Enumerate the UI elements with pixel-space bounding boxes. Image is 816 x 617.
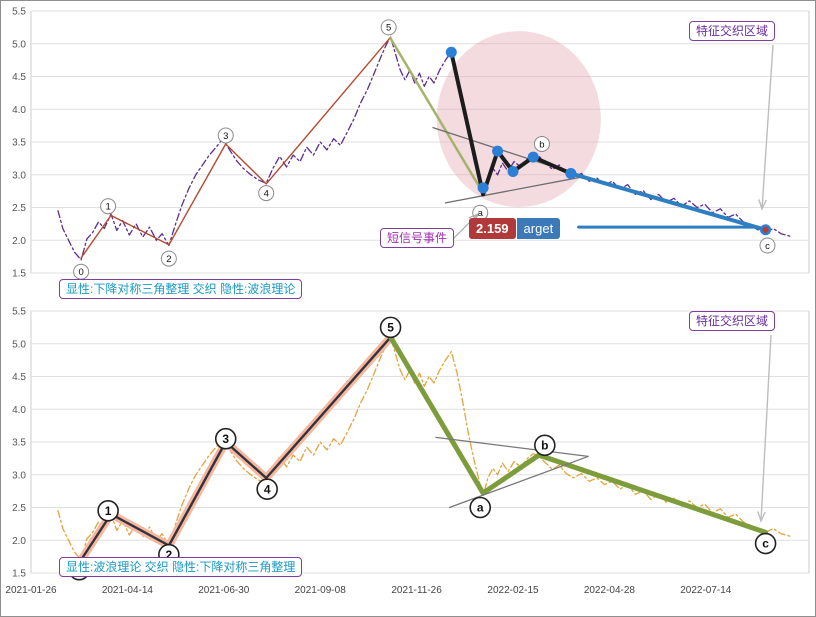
wave-label: 5	[386, 23, 391, 34]
y-tick-label: 1.5	[12, 269, 26, 280]
wave-label: 1	[105, 202, 110, 213]
wave-label: b	[539, 139, 544, 150]
highlight-ellipse	[436, 31, 601, 208]
y-tick-label: 4.5	[12, 372, 26, 383]
series-impulse-0-5	[80, 36, 392, 259]
wave-label: 2	[166, 548, 173, 562]
series-link-5-a	[389, 37, 485, 195]
series-convergence-lower	[448, 455, 589, 509]
target-value-badge: 2.159	[469, 218, 516, 239]
pivot-dot	[492, 145, 504, 157]
wave-label-circle	[97, 499, 119, 522]
wave-label: 3	[223, 131, 228, 142]
wave-label-circle	[100, 198, 117, 215]
x-tick-label: 2021-06-30	[198, 585, 250, 596]
wave-label: c	[765, 241, 770, 252]
mode-label-top: 显性:下降对称三角整理 交织 隐性:波浪理论	[59, 279, 303, 299]
annotation-arrowhead	[758, 199, 767, 211]
wave-label: 4	[264, 482, 271, 496]
target-text-badge: arget	[516, 218, 561, 239]
wave-label-circle	[214, 427, 237, 450]
series-price-dashdot	[57, 336, 792, 561]
wave-label: 1	[105, 504, 112, 518]
y-tick-label: 2.5	[12, 503, 26, 514]
wave-label: 5	[387, 321, 394, 335]
x-tick-label: 2022-02-15	[487, 585, 539, 596]
series-breakout-line	[568, 171, 768, 232]
signal-event-label: 短信号事件	[380, 228, 455, 248]
y-tick-label: 2.0	[12, 536, 26, 547]
y-tick-label: 4.5	[12, 72, 26, 83]
series-triangle-wave	[449, 50, 573, 197]
wave-label: 2	[166, 254, 171, 265]
y-tick-label: 5.0	[12, 39, 26, 50]
mode-label-bottom: 显性:波浪理论 交织 隐性:下降对称三角整理	[59, 557, 303, 577]
series-abc-decline	[388, 334, 769, 535]
series-impulse-core	[79, 336, 392, 562]
y-tick-label: 2.0	[12, 236, 26, 247]
y-tick-label: 4.0	[12, 105, 26, 116]
wave-label: 0	[78, 267, 83, 278]
series-impulse-underlay	[77, 333, 395, 564]
wave-label-circle	[258, 185, 275, 202]
wave-label-circle	[754, 532, 777, 555]
bottom-chart-svg: 1.5 2.0 2.5 3.0 3.5 4.0 4.5 5.0 5.5 2021-01-26 202…	[5, 307, 810, 596]
pivot-dot	[477, 182, 489, 194]
x-tick-label: 2022-04-28	[584, 585, 636, 596]
wave-label-circle	[759, 237, 776, 254]
y-tick-label: 3.5	[12, 138, 26, 149]
target-badges: 2.159 arget	[469, 218, 561, 239]
wave-label-circle	[469, 496, 492, 519]
wave-label: 3	[222, 432, 229, 446]
pivot-dot	[507, 165, 519, 177]
wave-label-circle	[533, 135, 550, 152]
x-tick-label: 2022-07-14	[680, 585, 732, 596]
pivot-dot	[445, 46, 457, 58]
y-tick-label: 3.5	[12, 438, 26, 449]
pivot-dot	[527, 151, 539, 163]
feature-zone-label-top: 特征交织区域	[689, 21, 776, 41]
bottom-chart-panel: 1.5 2.0 2.5 3.0 3.5 4.0 4.5 5.0 5.5 2021-01-26 202…	[1, 301, 815, 616]
wave-label: b	[541, 438, 548, 452]
wave-label-circle	[380, 19, 397, 36]
y-tick-label: 5.5	[12, 307, 26, 318]
top-chart-panel: 1.5 2.0 2.5 3.0 3.5 4.0 4.5 5.0 5.5 0 1 2 3 4 5 a b c 特征交…	[1, 1, 815, 301]
y-tick-label: 3.0	[12, 170, 26, 181]
wave-label: c	[762, 537, 769, 551]
series-price-dashdot	[57, 36, 792, 261]
y-tick-label: 3.0	[12, 470, 26, 481]
y-tick-label: 2.5	[12, 203, 26, 214]
wave-label-circle	[160, 250, 177, 267]
series-convergence-upper	[435, 436, 589, 457]
annotation-arrow	[761, 44, 774, 210]
x-tick-label: 2021-04-14	[102, 585, 154, 596]
feature-zone-label-bottom: 特征交织区域	[689, 311, 776, 331]
y-tick-label: 1.5	[12, 569, 26, 580]
wave-label: a	[477, 501, 484, 515]
wave-label-circle	[534, 434, 556, 457]
x-tick-label: 2021-01-26	[5, 585, 57, 596]
wave-label-circle	[217, 127, 234, 144]
wave-label: a	[478, 208, 484, 219]
annotation-arrow	[760, 334, 772, 522]
annotation-arrowhead	[757, 511, 766, 523]
pivot-dot	[565, 167, 577, 179]
series-triangle-lower-bound	[444, 176, 585, 204]
y-tick-label: 5.5	[12, 7, 26, 18]
wave-label-circle	[256, 478, 278, 500]
y-tick-label: 4.0	[12, 405, 26, 416]
c-target-dot	[762, 226, 769, 233]
top-chart-svg: 1.5 2.0 2.5 3.0 3.5 4.0 4.5 5.0 5.5 0 1 2 3 4 5 a b c	[12, 7, 810, 280]
y-tick-label: 5.0	[12, 339, 26, 350]
x-tick-label: 2021-11-26	[391, 585, 442, 596]
x-tick-label: 2021-09-08	[295, 585, 347, 596]
wave-label: 4	[264, 188, 269, 199]
wave-label-circle	[379, 316, 402, 339]
